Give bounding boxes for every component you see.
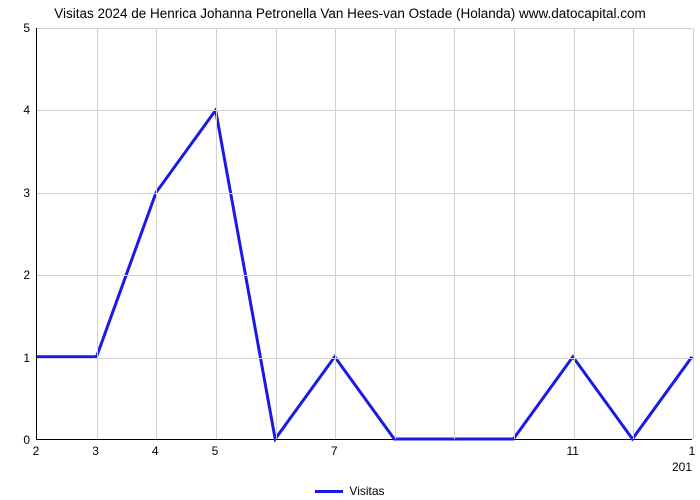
gridline-h [37, 358, 692, 359]
gridline-v [335, 28, 336, 439]
gridline-v [693, 28, 694, 439]
gridline-v [514, 28, 515, 439]
x-tick-label: 5 [212, 444, 219, 458]
gridline-v [216, 28, 217, 439]
y-tick-label: 0 [10, 433, 30, 447]
gridline-h [37, 193, 692, 194]
y-tick-label: 1 [10, 351, 30, 365]
gridline-v [276, 28, 277, 439]
x-tick-label: 7 [331, 444, 338, 458]
x-tick-label: 11 [566, 444, 578, 458]
y-tick-label: 4 [10, 103, 30, 117]
x-tick-label: 2 [33, 444, 40, 458]
x-tick-label: 3 [92, 444, 99, 458]
legend-label: Visitas [349, 484, 384, 498]
chart-title: Visitas 2024 de Henrica Johanna Petronel… [0, 6, 700, 21]
gridline-v [156, 28, 157, 439]
gridline-v [97, 28, 98, 439]
gridline-h [37, 110, 692, 111]
plot-area [36, 28, 692, 440]
gridline-v [454, 28, 455, 439]
gridline-h [37, 28, 692, 29]
gridline-h [37, 275, 692, 276]
x-sublabel: 201 [672, 460, 692, 474]
gridline-v [633, 28, 634, 439]
y-tick-label: 3 [10, 186, 30, 200]
x-tick-label: 1 [689, 444, 696, 458]
gridline-v [574, 28, 575, 439]
legend-swatch [315, 490, 343, 493]
gridline-v [395, 28, 396, 439]
y-tick-label: 5 [10, 21, 30, 35]
legend: Visitas [0, 484, 700, 498]
x-tick-label: 4 [152, 444, 159, 458]
y-tick-label: 2 [10, 268, 30, 282]
data-line [37, 28, 692, 439]
